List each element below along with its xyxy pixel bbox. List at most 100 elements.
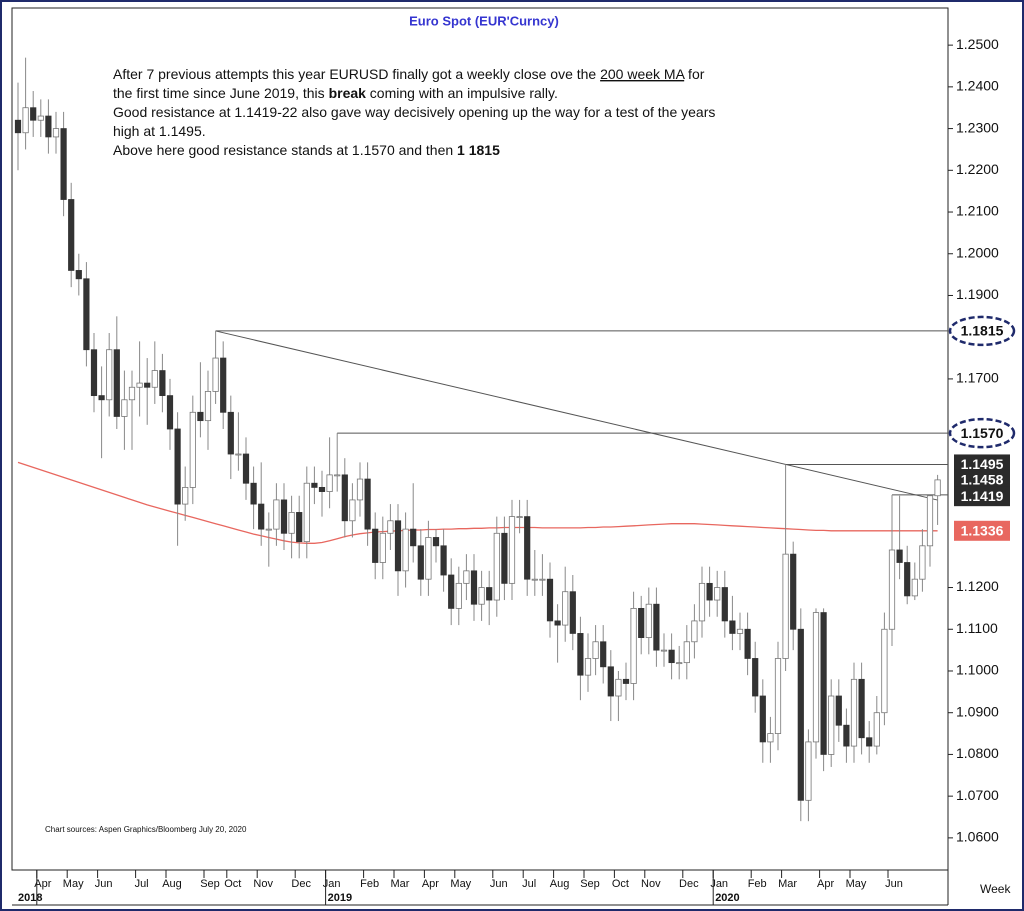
- candle-body: [364, 478, 371, 530]
- candle-body: [90, 349, 98, 397]
- y-tick-label: 1.2400: [956, 78, 999, 94]
- candle-body: [820, 612, 827, 755]
- candle-body: [455, 582, 462, 609]
- candle-body: [752, 658, 759, 697]
- x-tick-label: Apr: [34, 878, 51, 890]
- y-tick-label: 1.1700: [956, 370, 999, 386]
- x-tick-label: Sep: [200, 878, 220, 890]
- candle-body: [881, 628, 888, 714]
- candle-body: [645, 603, 652, 639]
- candle-body: [425, 537, 432, 580]
- candle-body: [858, 678, 865, 739]
- candle-body: [904, 562, 911, 597]
- candle-body: [866, 737, 873, 747]
- candle-body: [790, 553, 797, 630]
- candle-body: [197, 411, 204, 422]
- price-tag: [954, 486, 1010, 507]
- candle-body: [151, 370, 158, 388]
- x-tick-label: May: [63, 878, 84, 890]
- candle-body: [615, 678, 622, 697]
- candle-body: [592, 641, 599, 659]
- candle-body: [888, 549, 896, 630]
- annotation-line: Good resistance at 1.1419-22 also gave w…: [113, 104, 715, 120]
- candle-body: [516, 516, 523, 519]
- candle-body: [835, 695, 842, 726]
- candle-body: [486, 587, 493, 601]
- price-tag-label: 1.1570: [961, 425, 1004, 441]
- annotation-text: the first time since June 2019, this: [113, 85, 329, 101]
- annotation-line: After 7 previous attempts this year EURU…: [113, 66, 705, 82]
- candle-body: [22, 107, 29, 134]
- annotation-text: break: [329, 85, 367, 101]
- candle-body: [341, 474, 348, 522]
- candle-body: [212, 357, 219, 392]
- candle-body: [235, 453, 242, 456]
- candle-body: [508, 516, 516, 584]
- annotation-text: Above here good resistance stands at 1.1…: [113, 142, 457, 158]
- annotation-text: 1 1815: [457, 142, 500, 158]
- candle-body: [379, 532, 386, 563]
- candle-body: [714, 587, 721, 601]
- annotation-text: coming with an impulsive rally.: [366, 85, 558, 101]
- candle-body: [562, 591, 569, 626]
- candle-body: [736, 628, 744, 634]
- price-tag-label: 1.1815: [961, 323, 1004, 339]
- candle-body: [607, 666, 614, 697]
- y-tick-label: 1.1000: [956, 662, 999, 678]
- annotation-text: Good resistance at 1.1419-22 also gave w…: [113, 104, 715, 120]
- y-tick-label: 1.2300: [956, 119, 999, 135]
- candle-body: [334, 474, 341, 477]
- candle-body: [448, 574, 455, 609]
- x-tick-label: Jun: [95, 878, 113, 890]
- candle-body: [75, 270, 82, 280]
- year-label: 2019: [328, 892, 352, 904]
- candle-body: [896, 549, 903, 563]
- annotation-line: the first time since June 2019, this bre…: [113, 85, 558, 101]
- annotation-line: Above here good resistance stands at 1.1…: [113, 142, 500, 158]
- candle-body: [144, 382, 151, 388]
- candle-body: [349, 499, 356, 522]
- candle-body: [919, 545, 926, 580]
- candle-body: [204, 391, 212, 422]
- year-label: 2020: [715, 892, 739, 904]
- candle-body: [166, 395, 174, 430]
- y-tick-label: 1.0800: [956, 745, 999, 761]
- candle-body: [721, 587, 728, 622]
- candle-body: [744, 628, 751, 659]
- candle-body: [767, 733, 774, 743]
- candle-body: [280, 499, 288, 534]
- candle-body: [850, 678, 858, 747]
- candle-body: [531, 578, 538, 581]
- candle-body: [691, 620, 698, 643]
- price-tag: [954, 454, 1010, 475]
- candle-body: [493, 532, 500, 601]
- candle-body: [668, 649, 675, 664]
- y-tick-label: 1.2500: [956, 36, 999, 52]
- candle-body: [14, 119, 22, 134]
- candle-body: [220, 357, 227, 413]
- x-tick-label: Oct: [224, 878, 241, 890]
- candle-body: [805, 741, 812, 801]
- x-tick-label: Apr: [422, 878, 439, 890]
- candle-body: [546, 578, 554, 622]
- candle-body: [873, 712, 880, 747]
- tag-circle: [948, 417, 1016, 449]
- candle-body: [554, 620, 561, 626]
- candle-body: [812, 612, 820, 743]
- candle-body: [683, 641, 690, 664]
- candle-body: [98, 395, 105, 401]
- candle-body: [410, 528, 417, 547]
- candle-body: [37, 115, 44, 121]
- price-tag-label: 1.1336: [961, 522, 1004, 538]
- price-tag-label: 1.1419: [961, 488, 1004, 504]
- candle-body: [622, 678, 630, 684]
- y-tick-label: 1.0600: [956, 829, 999, 845]
- candle-body: [660, 649, 668, 652]
- candle-body: [828, 695, 835, 755]
- y-tick-label: 1.2000: [956, 244, 999, 260]
- candle-body: [159, 370, 166, 397]
- x-tick-label: Feb: [360, 878, 379, 890]
- candle-body: [258, 503, 265, 530]
- x-tick-label: Mar: [391, 878, 410, 890]
